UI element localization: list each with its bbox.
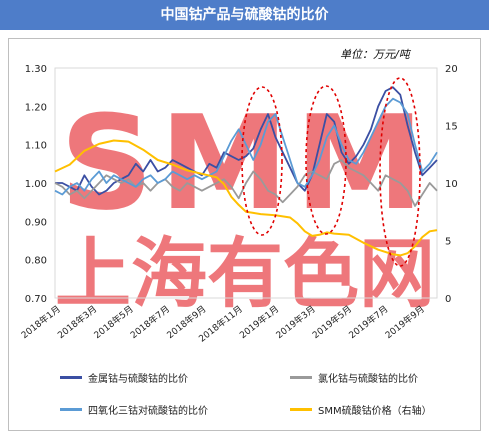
chart-frame — [8, 38, 481, 431]
legend-swatch — [60, 376, 82, 379]
legend-swatch — [60, 408, 82, 411]
y-left-tick-label: 1.20 — [25, 102, 47, 113]
y-right-tick-label: 5 — [445, 237, 451, 248]
legend-item-metal-cobalt: 金属钴与硫酸钴的比价 — [60, 370, 260, 386]
legend-item-cobalt-chloride: 氯化钴与硫酸钴的比价 — [290, 370, 480, 386]
legend-label: SMM硫酸钴价格（右轴） — [318, 406, 432, 417]
legend-swatch — [290, 376, 312, 379]
series-line-2 — [54, 97, 438, 196]
x-tick-label: 2018年1月 — [19, 303, 63, 341]
legend-label: 氯化钴与硫酸钴的比价 — [318, 374, 418, 385]
series-line-0 — [55, 86, 438, 196]
y-left-tick-label: 0.90 — [25, 217, 47, 228]
watermark-text: 上海有色网 — [55, 229, 435, 318]
watermark-logo: SMM — [60, 87, 430, 239]
y-left-tick-label: 1.00 — [25, 179, 47, 190]
highlight-ellipse — [379, 77, 421, 267]
y-right-tick-label: 10 — [445, 179, 458, 190]
unit-note: 单位：万元/吨 — [340, 48, 410, 61]
y-left-tick-label: 0.80 — [25, 256, 47, 267]
legend-label: 四氧化三钴对硫酸钴的比价 — [88, 406, 208, 417]
chart-title: 中国钴产品与硫酸钴的比价 — [160, 7, 329, 23]
legend-swatch — [290, 408, 312, 411]
legend-item-smm-price: SMM硫酸钴价格（右轴） — [290, 402, 480, 418]
highlight-ellipse — [241, 86, 283, 236]
y-right-tick-label: 0 — [445, 294, 451, 305]
legend-item-cobalt-tetroxide: 四氧化三钴对硫酸钴的比价 — [60, 402, 260, 418]
series-line-1 — [54, 159, 438, 207]
legend-label: 金属钴与硫酸钴的比价 — [88, 374, 188, 385]
y-left-tick-label: 1.10 — [25, 141, 47, 152]
y-left-tick-label: 0.70 — [25, 294, 47, 305]
y-right-tick-label: 20 — [445, 64, 458, 75]
y-right-tick-label: 15 — [445, 122, 458, 133]
y-left-tick-label: 1.30 — [25, 64, 47, 75]
series-line-3 — [54, 139, 438, 257]
title-bar — [0, 0, 489, 30]
highlight-ellipse — [305, 85, 347, 235]
